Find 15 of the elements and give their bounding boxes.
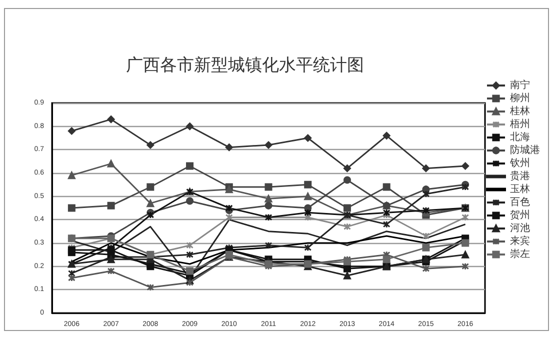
legend-label: 崇左 <box>510 248 530 260</box>
legend-label: 河池 <box>510 222 530 234</box>
legend-label: 柳州 <box>510 92 530 104</box>
legend-label: 贵港 <box>510 170 530 182</box>
legend-label: 北海 <box>510 131 530 143</box>
legend-label: 玉林 <box>510 183 530 195</box>
legend-label: 贺州 <box>510 209 530 221</box>
legend-label: 防城港 <box>510 144 540 156</box>
legend-label: 桂林 <box>509 105 530 117</box>
legend-label: 百色 <box>510 196 530 208</box>
chart-title: 广西各市新型城镇化水平统计图 <box>126 56 364 76</box>
legend-label: 钦州 <box>509 157 530 169</box>
legend-label: 来宾 <box>510 235 530 247</box>
legend-label: 南宁 <box>510 79 530 91</box>
legend-label: 梧州 <box>509 118 530 130</box>
